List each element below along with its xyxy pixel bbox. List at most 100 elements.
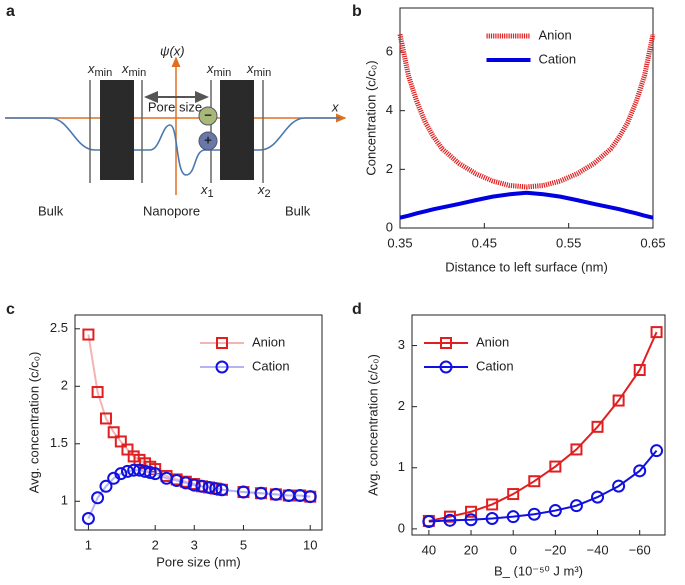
panel-label: d	[352, 301, 362, 318]
marker	[121, 443, 134, 456]
x-axis-title: B_ (10⁻⁵⁰ J m³)	[494, 563, 583, 578]
x-axis-title: Distance to left surface (nm)	[445, 259, 608, 274]
marker	[612, 479, 626, 493]
marker	[202, 480, 216, 494]
marker	[195, 479, 209, 493]
legend-label: Anion	[252, 334, 285, 349]
legend-label: Cation	[252, 358, 290, 373]
sub: 2	[265, 188, 271, 200]
base: x	[121, 61, 129, 76]
chart: d 40 20 0 −20 −40 −60 0 1 2 3 B_ (10⁻⁵⁰ J m³) Avg. c…	[352, 301, 666, 578]
marker	[99, 412, 112, 425]
y-tick-label: 3	[398, 337, 405, 352]
marker	[114, 467, 128, 481]
y-tick-label: 6	[386, 43, 393, 58]
wall	[100, 80, 134, 180]
x-tick-label: 3	[191, 537, 198, 552]
x-tick-label: 1	[85, 537, 92, 552]
marker	[650, 444, 664, 458]
marker	[633, 364, 646, 376]
y-tick-label: 0	[398, 520, 405, 535]
y-tick-label: 1	[398, 459, 405, 474]
x-tick-label: 0.35	[387, 235, 412, 250]
marker	[650, 326, 663, 339]
y-tick-label: 1	[61, 493, 68, 508]
marker	[570, 443, 583, 456]
x-tick-label: 0.45	[472, 235, 497, 250]
panel-label: b	[352, 3, 362, 20]
x-axis-label: x	[331, 99, 339, 114]
xmin-label: xmin	[246, 61, 271, 78]
xmin-label: xmin	[121, 61, 146, 78]
sub: 1	[208, 188, 214, 200]
y-tick-label: 2.5	[50, 320, 68, 335]
base: x	[206, 61, 214, 76]
y-axis-title: Avg. concentration (c/c₀)	[26, 352, 41, 494]
marker	[82, 328, 95, 341]
legend-label: Anion	[476, 334, 509, 349]
legend-label: Cation	[539, 51, 577, 66]
x2-label: x2	[257, 182, 271, 199]
x-tick-label: 20	[464, 542, 478, 557]
marker	[439, 360, 453, 374]
sub: min	[254, 67, 272, 79]
x-tick-label: 40	[422, 542, 436, 557]
marker	[254, 486, 268, 500]
xmin-label: xmin	[206, 61, 231, 78]
marker	[422, 515, 436, 529]
x-tick-label: 10	[303, 537, 317, 552]
marker	[303, 490, 317, 504]
region-label: Bulk	[285, 203, 311, 218]
marker	[170, 474, 184, 488]
x-tick-label: 5	[240, 537, 247, 552]
marker	[485, 512, 499, 525]
x-tick-label: −20	[544, 542, 566, 557]
marker	[612, 394, 625, 407]
plot-frame	[74, 314, 323, 531]
marker	[465, 505, 478, 518]
y-tick-label: 2	[61, 378, 68, 393]
marker	[633, 464, 647, 478]
legend-label: Anion	[539, 27, 572, 42]
marker	[148, 467, 162, 481]
x1-label: x1	[200, 182, 214, 199]
marker	[269, 487, 283, 501]
series-line	[399, 190, 654, 220]
series-line	[428, 450, 658, 523]
marker	[549, 460, 562, 473]
potential-curve	[5, 117, 340, 176]
marker	[91, 386, 104, 399]
marker	[143, 466, 157, 480]
x-axis-title: Pore size (nm)	[156, 554, 241, 569]
xmin-label: xmin	[87, 61, 112, 78]
diagram: a Pore size − + ψ(x) x xmin xmin xmin xm…	[5, 3, 347, 218]
legend-label: Cation	[476, 358, 514, 373]
series-line	[397, 33, 656, 190]
marker	[215, 483, 229, 497]
marker	[569, 499, 583, 513]
sub: min	[214, 67, 232, 79]
marker	[443, 513, 457, 527]
psi-label: ψ(x)	[160, 43, 185, 58]
marker	[81, 512, 95, 526]
marker	[209, 482, 223, 496]
series-line	[87, 469, 311, 519]
y-axis-title: Avg. concentration (c/c₀)	[365, 354, 380, 496]
x-tick-label: 0.55	[556, 235, 581, 250]
minus-sign: −	[204, 107, 212, 122]
pore-size-label: Pore size	[148, 99, 202, 114]
x-tick-label: 2	[152, 537, 159, 552]
marker	[99, 479, 113, 493]
marker	[179, 476, 193, 490]
marker	[236, 485, 250, 499]
region-label: Nanopore	[143, 203, 200, 218]
x-tick-label: 0.65	[640, 235, 665, 250]
marker	[114, 435, 127, 448]
sub: min	[129, 67, 147, 79]
y-tick-label: 0	[386, 219, 393, 234]
base: x	[200, 182, 208, 197]
marker	[548, 504, 562, 518]
marker	[528, 475, 541, 488]
plot-frame	[399, 7, 654, 229]
